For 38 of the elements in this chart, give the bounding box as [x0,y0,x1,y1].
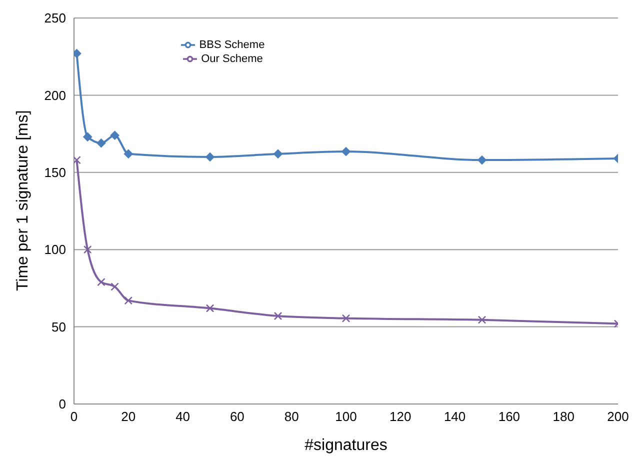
point [83,245,92,254]
point [124,296,133,305]
x-tick-label: 140 [444,409,466,424]
x-tick-label: 80 [284,409,299,424]
point [83,132,92,142]
point [478,156,486,165]
point [342,314,350,322]
y-tick-label: 150 [44,165,66,180]
point [97,278,106,286]
point [206,152,214,162]
x-tick-label: 100 [335,409,357,424]
x-axis-title: #signatures [304,437,388,454]
x-tick-label: 160 [498,409,520,424]
point [274,312,282,320]
point [342,147,350,156]
x-tick-label: 180 [552,409,574,424]
point [124,149,133,158]
y-axis-title: Time per 1 signature [ms] [14,110,32,291]
x-tick-label: 0 [70,409,78,424]
point [110,130,120,140]
point [96,138,106,148]
x-tick-label: 60 [230,409,244,424]
point [274,149,282,158]
point [74,49,82,58]
y-tick-label: 50 [52,319,66,334]
x-tick-label: 40 [176,409,190,424]
point [206,304,214,312]
x-tick-label: 120 [390,409,412,424]
point [110,282,119,291]
point [478,316,486,324]
x-tick-label: 20 [121,409,136,424]
y-tick-label: 200 [44,88,66,103]
y-tick-label: 100 [44,242,66,258]
legend-label: Our Scheme [201,52,263,65]
y-tick-label: 250 [44,10,66,26]
y-tick-label: 0 [58,396,66,412]
x-tick-label: 200 [607,409,629,424]
legend-label: BBS Scheme [199,38,265,51]
